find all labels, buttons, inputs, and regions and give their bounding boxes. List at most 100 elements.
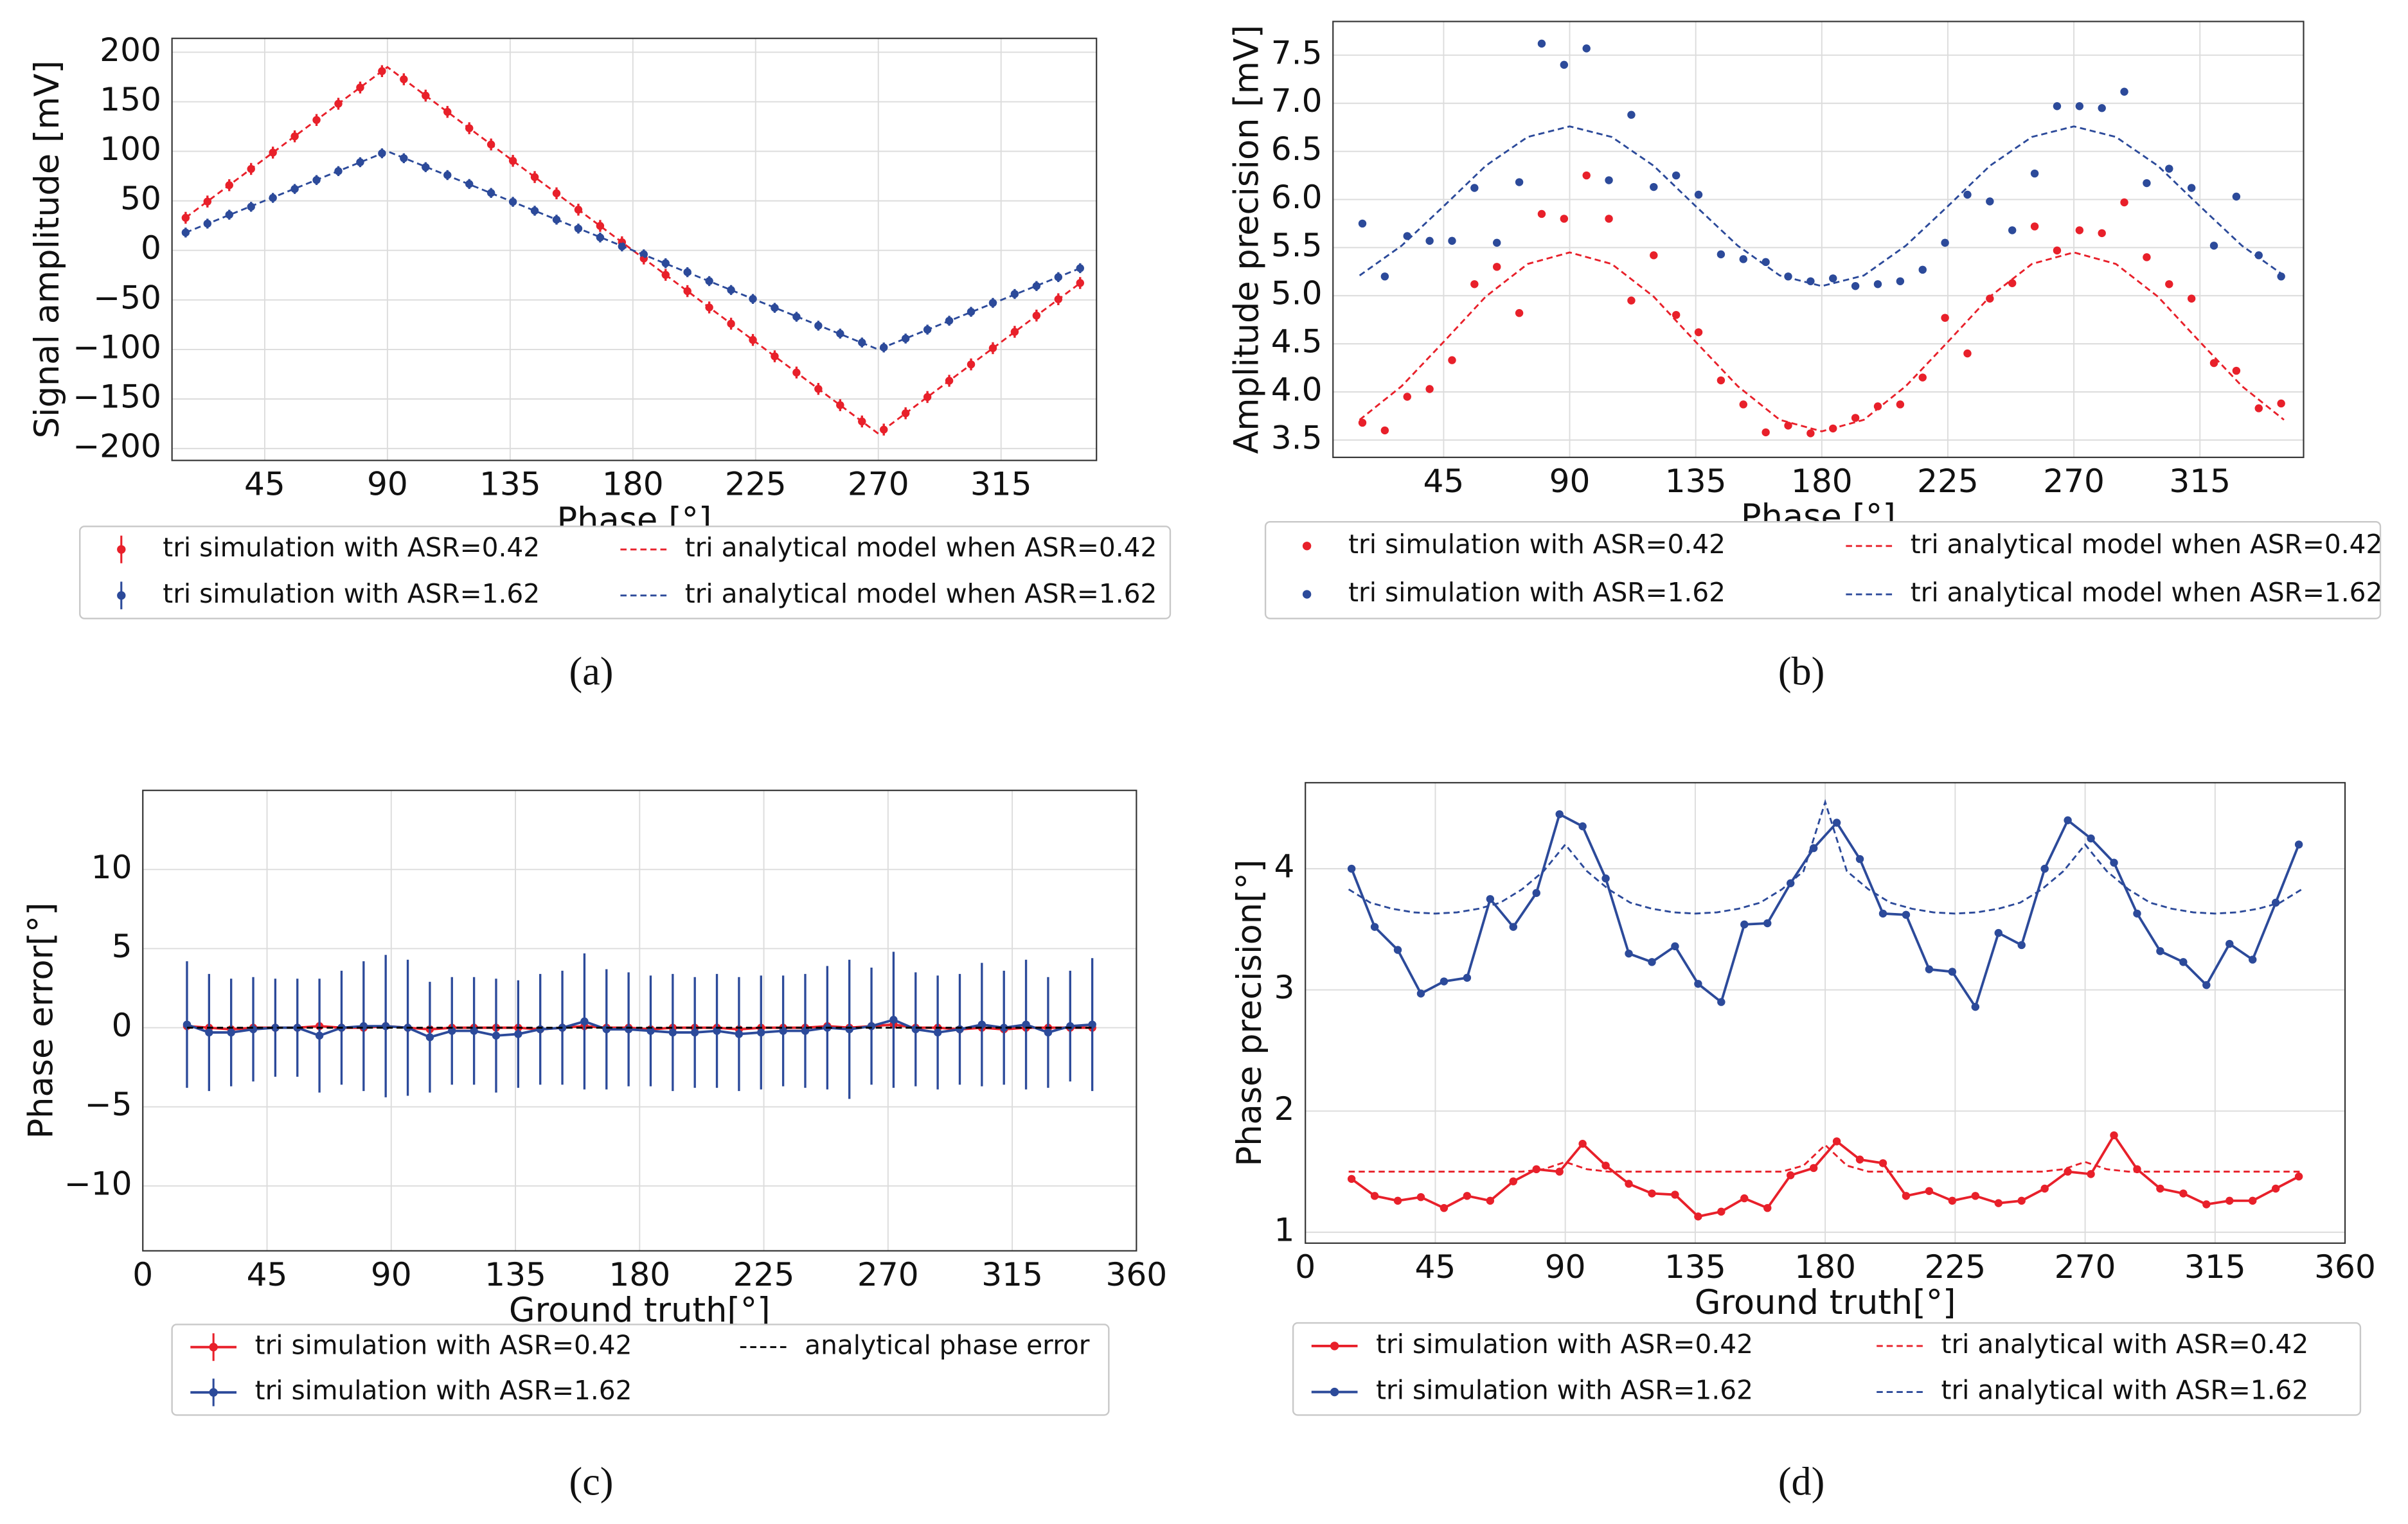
data-point bbox=[1784, 421, 1792, 430]
data-point bbox=[514, 1030, 522, 1038]
data-point bbox=[1948, 968, 1957, 976]
y-axis-label: Amplitude precision [mV] bbox=[1227, 25, 1266, 454]
data-point bbox=[2053, 246, 2062, 255]
data-point bbox=[727, 286, 735, 294]
data-point bbox=[2209, 359, 2218, 368]
x-tick-label: 135 bbox=[479, 465, 541, 503]
data-point bbox=[2075, 102, 2084, 111]
legend-marker bbox=[209, 1343, 218, 1352]
data-point bbox=[1578, 822, 1587, 831]
data-point bbox=[1605, 215, 1613, 223]
data-point bbox=[1648, 958, 1656, 966]
data-point bbox=[381, 1022, 390, 1031]
data-point bbox=[356, 158, 364, 166]
x-tick-label: 45 bbox=[244, 465, 285, 503]
data-point bbox=[1403, 393, 1411, 401]
x-tick-label: 180 bbox=[602, 465, 664, 503]
y-tick-label: 7.0 bbox=[1271, 82, 1323, 120]
y-tick-label: 0 bbox=[141, 229, 161, 267]
data-point bbox=[1832, 1137, 1841, 1146]
data-point bbox=[1076, 264, 1084, 272]
legend-marker bbox=[1330, 1342, 1339, 1351]
data-point bbox=[1492, 263, 1501, 271]
data-point bbox=[1948, 1196, 1957, 1205]
data-point bbox=[1994, 1199, 2002, 1207]
y-tick-label: −100 bbox=[73, 328, 161, 366]
panel-label: (d) bbox=[1778, 1460, 1824, 1504]
legend-label: tri simulation with ASR=1.62 bbox=[1376, 1375, 1753, 1406]
x-tick-label: 180 bbox=[1791, 462, 1853, 500]
data-point bbox=[425, 1033, 434, 1041]
x-tick-label: 270 bbox=[857, 1255, 919, 1293]
x-tick-label: 45 bbox=[1415, 1248, 1456, 1286]
data-point bbox=[1650, 251, 1658, 260]
data-point bbox=[580, 1017, 589, 1025]
data-point bbox=[1416, 989, 1425, 998]
data-point bbox=[1582, 44, 1591, 53]
data-point bbox=[1347, 864, 1356, 873]
data-point bbox=[2271, 1184, 2280, 1193]
data-point bbox=[1851, 282, 1860, 290]
data-point bbox=[1555, 1167, 1564, 1176]
legend-label: tri analytical with ASR=1.62 bbox=[1941, 1375, 2309, 1406]
legend-label: tri analytical model when ASR=1.62 bbox=[685, 578, 1157, 609]
data-point bbox=[1515, 178, 1524, 186]
data-point bbox=[359, 1022, 368, 1031]
data-point bbox=[867, 1022, 876, 1031]
data-point bbox=[1761, 428, 1770, 437]
x-tick-label: 315 bbox=[2169, 462, 2231, 500]
data-point bbox=[1671, 1191, 1679, 1199]
data-point bbox=[2075, 226, 2084, 235]
data-point bbox=[2133, 909, 2141, 918]
data-point bbox=[956, 1025, 964, 1034]
data-point bbox=[2087, 1170, 2095, 1178]
legend-label: tri simulation with ASR=0.42 bbox=[163, 532, 540, 563]
y-tick-label: −200 bbox=[73, 427, 161, 465]
data-point bbox=[999, 1023, 1008, 1032]
data-point bbox=[713, 1027, 721, 1035]
data-point bbox=[1809, 844, 1818, 853]
data-point bbox=[1739, 255, 1747, 263]
data-point bbox=[2064, 1167, 2072, 1176]
x-tick-label: 270 bbox=[848, 465, 909, 503]
x-tick-label: 45 bbox=[247, 1255, 288, 1293]
data-point bbox=[801, 1027, 810, 1035]
y-tick-label: 200 bbox=[100, 31, 161, 69]
data-point bbox=[1717, 1207, 1726, 1216]
series-line bbox=[185, 150, 1081, 351]
data-point bbox=[1739, 400, 1747, 409]
data-point bbox=[1694, 190, 1703, 199]
y-tick-label: 2 bbox=[1274, 1090, 1295, 1128]
data-point bbox=[911, 1025, 920, 1034]
y-tick-label: 7.5 bbox=[1271, 33, 1323, 71]
data-point bbox=[1994, 928, 2002, 937]
data-point bbox=[315, 1031, 324, 1040]
x-tick-label: 315 bbox=[2184, 1248, 2246, 1286]
x-tick-label: 225 bbox=[1917, 462, 1979, 500]
data-point bbox=[2179, 1189, 2188, 1198]
data-point bbox=[1625, 1180, 1633, 1188]
y-tick-label: 50 bbox=[120, 179, 161, 217]
data-point bbox=[1627, 111, 1636, 119]
data-point bbox=[1763, 1203, 1772, 1212]
x-tick-label: 180 bbox=[1794, 1248, 1856, 1286]
data-point bbox=[1380, 272, 1389, 281]
data-point bbox=[1022, 1020, 1030, 1029]
data-point bbox=[1032, 282, 1041, 290]
x-axis-label: Ground truth[°] bbox=[1695, 1283, 1956, 1322]
data-point bbox=[1492, 238, 1501, 247]
data-point bbox=[1358, 418, 1367, 427]
data-point bbox=[1537, 209, 1546, 218]
data-point bbox=[448, 1027, 456, 1035]
data-point bbox=[2165, 164, 2173, 173]
x-tick-label: 0 bbox=[1295, 1248, 1315, 1286]
data-point bbox=[779, 1027, 787, 1035]
legend-label: analytical phase error bbox=[805, 1330, 1090, 1361]
data-point bbox=[889, 1016, 898, 1024]
data-point bbox=[1627, 296, 1636, 305]
data-point bbox=[1832, 819, 1841, 827]
y-tick-label: 4.5 bbox=[1271, 323, 1323, 360]
x-tick-label: 90 bbox=[371, 1255, 412, 1293]
data-point bbox=[1878, 1159, 1887, 1167]
data-point bbox=[1347, 1174, 1356, 1183]
